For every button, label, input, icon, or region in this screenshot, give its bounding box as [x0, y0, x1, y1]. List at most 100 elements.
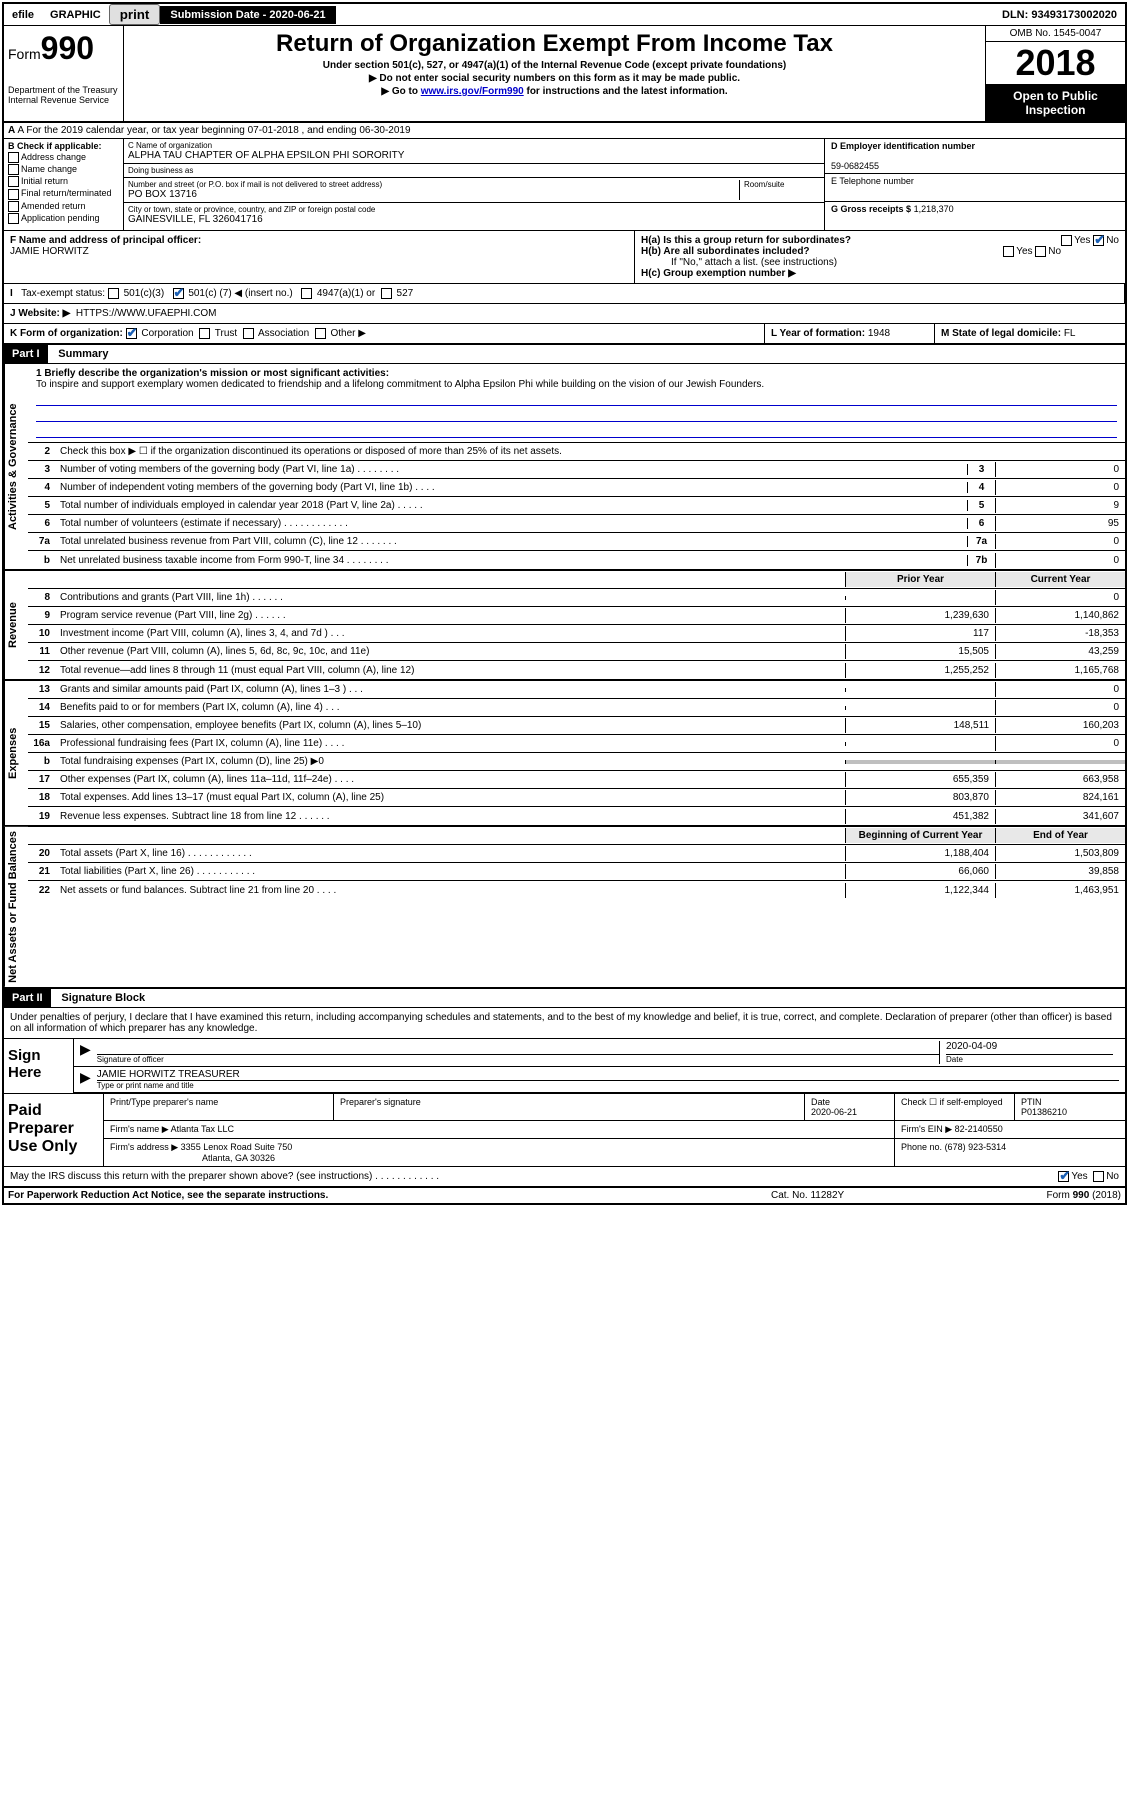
- col-b-label: B Check if applicable:: [8, 141, 102, 151]
- efile-label: efile: [4, 7, 42, 23]
- side-expenses: Expenses: [4, 681, 28, 825]
- side-governance: Activities & Governance: [4, 364, 28, 569]
- form-title: Return of Organization Exempt From Incom…: [132, 30, 977, 58]
- col-begin: Beginning of Current Year: [845, 828, 995, 843]
- tax-year: 2018: [986, 42, 1125, 85]
- street-value: PO BOX 13716: [128, 189, 735, 200]
- phone-label: Phone no.: [901, 1142, 942, 1152]
- table-row: 14Benefits paid to or for members (Part …: [28, 699, 1125, 717]
- irs-label: Internal Revenue Service: [8, 95, 119, 105]
- gross-value: 1,218,370: [914, 204, 954, 214]
- print-button[interactable]: print: [109, 4, 161, 25]
- street-label: Number and street (or P.O. box if mail i…: [128, 180, 735, 189]
- firm-addr-label: Firm's address ▶: [110, 1142, 178, 1152]
- paid-preparer-label: Paid Preparer Use Only: [4, 1094, 104, 1166]
- check-amended[interactable]: Amended return: [8, 201, 119, 212]
- city-label: City or town, state or province, country…: [128, 205, 820, 214]
- org-name: ALPHA TAU CHAPTER OF ALPHA EPSILON PHI S…: [128, 150, 820, 161]
- row-hc: H(c) Group exemption number ▶: [641, 268, 1119, 279]
- table-row: 8Contributions and grants (Part VIII, li…: [28, 589, 1125, 607]
- state-domicile-label: M State of legal domicile:: [941, 328, 1061, 339]
- firm-addr1: 3355 Lenox Road Suite 750: [181, 1142, 293, 1152]
- dba-label: Doing business as: [128, 166, 820, 175]
- officer-name-label: Type or print name and title: [97, 1081, 1119, 1090]
- dln: DLN: 93493173002020: [994, 7, 1125, 23]
- line1-text: To inspire and support exemplary women d…: [36, 379, 764, 390]
- form-number: Form990: [8, 30, 119, 67]
- discuss-no[interactable]: [1093, 1171, 1104, 1182]
- prep-date: 2020-06-21: [811, 1107, 857, 1117]
- omb-number: OMB No. 1545-0047: [986, 26, 1125, 42]
- subtitle-2: ▶ Do not enter social security numbers o…: [132, 73, 977, 84]
- firm-ein: 82-2140550: [955, 1124, 1003, 1134]
- table-row: 13Grants and similar amounts paid (Part …: [28, 681, 1125, 699]
- part2-header: Part II: [4, 989, 51, 1007]
- row-ha: H(a) Is this a group return for subordin…: [641, 235, 1119, 246]
- row-hb: H(b) Are all subordinates included? Yes …: [641, 246, 1119, 257]
- part2-subtitle: Signature Block: [53, 989, 153, 1007]
- arrow-icon: ▶: [80, 1069, 97, 1090]
- table-row: 22Net assets or fund balances. Subtract …: [28, 881, 1125, 899]
- table-row: 18Total expenses. Add lines 13–17 (must …: [28, 789, 1125, 807]
- table-row: 12Total revenue—add lines 8 through 11 (…: [28, 661, 1125, 679]
- prep-name-label: Print/Type preparer's name: [104, 1094, 334, 1120]
- city-value: GAINESVILLE, FL 326041716: [128, 214, 820, 225]
- graphic-label: GRAPHIC: [42, 7, 109, 23]
- discuss-text: May the IRS discuss this return with the…: [10, 1171, 439, 1182]
- col-end: End of Year: [995, 828, 1125, 843]
- form-org-label: K Form of organization:: [10, 328, 123, 339]
- sig-date: 2020-04-09: [946, 1041, 1113, 1055]
- check-corp[interactable]: [126, 328, 137, 339]
- check-assoc[interactable]: [243, 328, 254, 339]
- ein-value: 59-0682455: [831, 161, 879, 171]
- table-row: bTotal fundraising expenses (Part IX, co…: [28, 753, 1125, 771]
- year-formation-label: L Year of formation:: [771, 328, 865, 339]
- room-label: Room/suite: [744, 180, 820, 189]
- subtitle-3: ▶ Go to www.irs.gov/Form990 for instruct…: [132, 86, 977, 97]
- row-hb-note: If "No," attach a list. (see instruction…: [641, 257, 1119, 268]
- arrow-icon: ▶: [80, 1041, 97, 1064]
- footer-right: Form 990 (2018): [971, 1190, 1121, 1201]
- line1-label: 1 Briefly describe the organization's mi…: [36, 368, 389, 379]
- line2: Check this box ▶ ☐ if the organization d…: [56, 444, 1125, 459]
- ein-label: D Employer identification number: [831, 141, 975, 151]
- check-final[interactable]: Final return/terminated: [8, 188, 119, 199]
- col-current: Current Year: [995, 572, 1125, 587]
- officer-name: JAMIE HORWITZ: [10, 246, 628, 257]
- discuss-yes[interactable]: [1058, 1171, 1069, 1182]
- table-row: 10Investment income (Part VIII, column (…: [28, 625, 1125, 643]
- firm-addr2: Atlanta, GA 30326: [110, 1153, 275, 1163]
- table-row: 9Program service revenue (Part VIII, lin…: [28, 607, 1125, 625]
- check-initial[interactable]: Initial return: [8, 176, 119, 187]
- check-trust[interactable]: [199, 328, 210, 339]
- table-row: 19Revenue less expenses. Subtract line 1…: [28, 807, 1125, 825]
- officer-print-name: JAMIE HORWITZ TREASURER: [97, 1069, 1119, 1081]
- check-501c3[interactable]: [108, 288, 119, 299]
- sig-intro: Under penalties of perjury, I declare th…: [4, 1008, 1125, 1038]
- check-pending[interactable]: Application pending: [8, 213, 119, 224]
- state-domicile: FL: [1064, 328, 1076, 339]
- org-name-label: C Name of organization: [128, 141, 820, 150]
- row-a: A A For the 2019 calendar year, or tax y…: [4, 123, 1125, 139]
- check-501c[interactable]: [173, 288, 184, 299]
- check-name[interactable]: Name change: [8, 164, 119, 175]
- col-prior: Prior Year: [845, 572, 995, 587]
- firm-ein-label: Firm's EIN ▶: [901, 1124, 952, 1134]
- check-address[interactable]: Address change: [8, 152, 119, 163]
- check-other[interactable]: [315, 328, 326, 339]
- check-self[interactable]: Check ☐ if self-employed: [895, 1094, 1015, 1120]
- footer-mid: Cat. No. 11282Y: [771, 1190, 971, 1201]
- year-formation: 1948: [868, 328, 890, 339]
- phone: (678) 923-5314: [945, 1142, 1007, 1152]
- tel-label: E Telephone number: [831, 176, 914, 186]
- check-527[interactable]: [381, 288, 392, 299]
- check-4947[interactable]: [301, 288, 312, 299]
- ptin: P01386210: [1021, 1107, 1067, 1117]
- table-row: 15Salaries, other compensation, employee…: [28, 717, 1125, 735]
- prep-date-label: Date: [811, 1097, 830, 1107]
- side-revenue: Revenue: [4, 571, 28, 679]
- table-row: 16aProfessional fundraising fees (Part I…: [28, 735, 1125, 753]
- prep-sig-label: Preparer's signature: [334, 1094, 805, 1120]
- dept-label: Department of the Treasury: [8, 85, 119, 95]
- instructions-link[interactable]: www.irs.gov/Form990: [421, 86, 524, 97]
